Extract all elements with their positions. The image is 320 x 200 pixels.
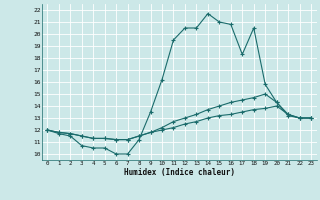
X-axis label: Humidex (Indice chaleur): Humidex (Indice chaleur) — [124, 168, 235, 177]
